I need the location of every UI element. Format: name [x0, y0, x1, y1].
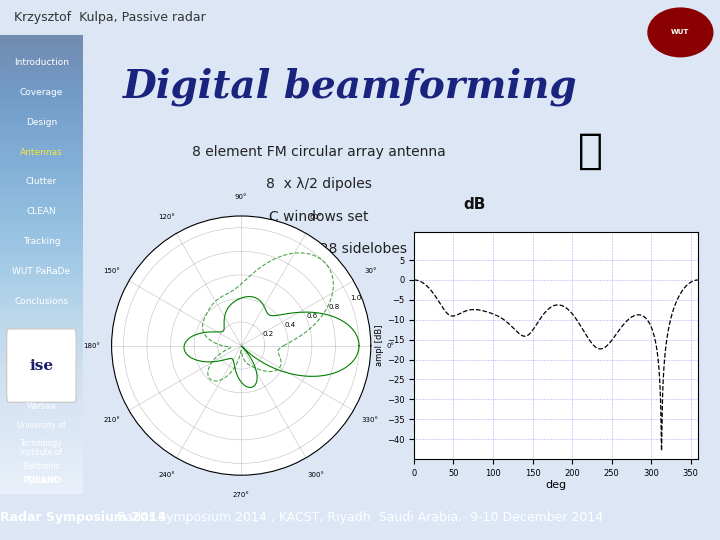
Text: POLAND: POLAND — [22, 476, 60, 485]
Circle shape — [648, 8, 713, 57]
Text: Digital beamforming: Digital beamforming — [123, 68, 577, 106]
Text: Krzysztof  Kulpa, Passive radar: Krzysztof Kulpa, Passive radar — [14, 11, 206, 24]
Text: Clutter: Clutter — [26, 177, 57, 186]
Text: ise: ise — [30, 359, 53, 373]
Text: Coverage: Coverage — [19, 88, 63, 97]
Text: Design: Design — [26, 118, 57, 127]
Text: Radar Symposium 2014 , KACST, Riyadh  Saudi Arabia,  9-10 December 2014: Radar Symposium 2014 , KACST, Riyadh Sau… — [117, 510, 603, 524]
Text: Introduction: Introduction — [14, 58, 69, 67]
Text: C windows set: C windows set — [269, 210, 369, 224]
FancyBboxPatch shape — [6, 329, 76, 402]
Text: 8 element FM circular array antenna: 8 element FM circular array antenna — [192, 145, 446, 159]
Text: Conclusions: Conclusions — [14, 297, 68, 306]
Text: Technology: Technology — [20, 439, 63, 448]
Y-axis label: ampl [dB]: ampl [dB] — [375, 325, 384, 366]
Text: 11 dB gain, -28 sidelobes: 11 dB gain, -28 sidelobes — [230, 241, 407, 255]
Text: Lin - polar: Lin - polar — [220, 443, 289, 457]
Text: 📡: 📡 — [578, 130, 603, 172]
Text: WUT: WUT — [671, 29, 690, 36]
Text: WUT PaRaDe: WUT PaRaDe — [12, 267, 71, 276]
Text: University of: University of — [17, 421, 66, 430]
Text: Warsaw: Warsaw — [27, 402, 56, 411]
Text: Electronic: Electronic — [22, 462, 60, 471]
Text: Tracking: Tracking — [22, 237, 60, 246]
Text: Antennas: Antennas — [20, 147, 63, 157]
Text: dB: dB — [464, 197, 486, 212]
X-axis label: deg: deg — [546, 481, 567, 490]
Text: Radar Symposium 2014: Radar Symposium 2014 — [0, 510, 166, 524]
Text: Institute of: Institute of — [20, 448, 63, 457]
Text: 8  x λ/2 dipoles: 8 x λ/2 dipoles — [266, 177, 372, 191]
Text: Systems: Systems — [25, 476, 58, 485]
Text: CLEAN: CLEAN — [27, 207, 56, 216]
